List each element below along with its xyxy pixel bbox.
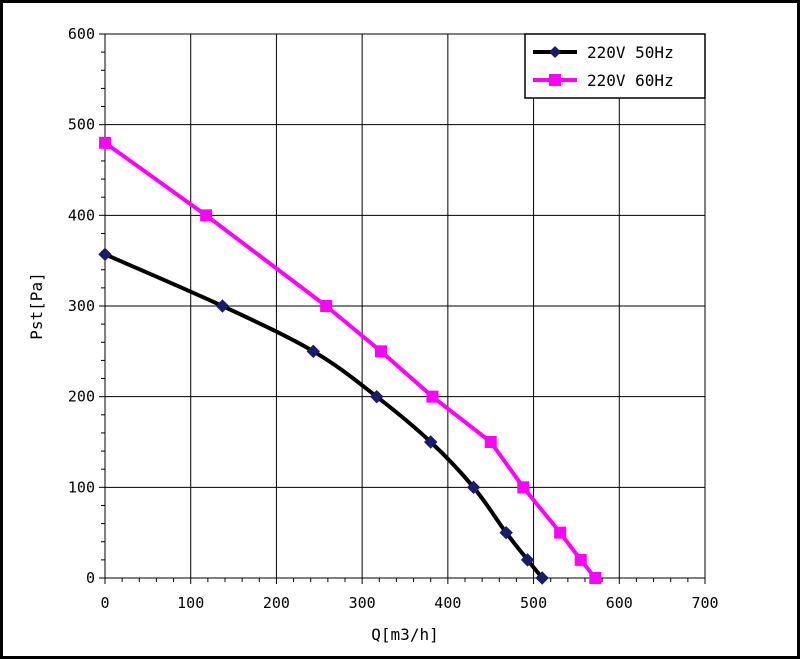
y-axis-title: Pst[Pa]: [27, 272, 46, 339]
data-point-diamond: [499, 525, 513, 540]
data-point-diamond: [370, 389, 384, 404]
x-tick-label: 500: [520, 594, 547, 612]
series-220v-50hz: [98, 247, 549, 585]
legend: 220V 50Hz 220V 60Hz: [524, 33, 706, 99]
legend-label-220v-60hz: 220V 60Hz: [587, 71, 674, 90]
data-point-square: [200, 209, 213, 222]
axis-ticks: 0 100 200 300 400 500 600 0 100 200 300 400 500 600 70…: [68, 25, 719, 612]
data-point-diamond: [424, 435, 438, 449]
legend-label-220v-50hz: 220V 50Hz: [587, 43, 674, 62]
data-point-diamond: [215, 299, 230, 313]
y-tick-label: 300: [68, 297, 95, 315]
data-point-square: [426, 390, 439, 403]
data-point-square: [320, 300, 333, 312]
y-tick-label: 0: [86, 569, 95, 587]
data-point-square: [589, 572, 602, 584]
y-tick-label: 400: [68, 206, 95, 224]
data-point-square: [574, 553, 587, 566]
x-tick-label: 600: [606, 594, 633, 612]
series-220v-60hz: [99, 136, 602, 584]
data-point-diamond: [520, 553, 535, 567]
data-point-square: [554, 526, 567, 539]
y-tick-label: 200: [68, 388, 95, 406]
y-tick-label: 100: [68, 478, 95, 496]
y-tick-label: 500: [68, 116, 95, 134]
legend-marker-diamond: [549, 46, 561, 58]
x-tick-label: 100: [177, 594, 204, 612]
x-tick-label: 0: [100, 594, 109, 612]
y-tick-label: 600: [68, 25, 95, 43]
x-tick-label: 300: [349, 594, 376, 612]
data-point-square: [99, 136, 111, 149]
data-point-diamond: [98, 247, 112, 262]
x-tick-label: 200: [263, 594, 290, 612]
x-tick-label: 400: [434, 594, 461, 612]
series-line: [103, 141, 597, 580]
grid: [104, 33, 706, 579]
series-layer: [98, 136, 602, 585]
data-point-diamond: [535, 571, 549, 585]
data-point-diamond: [306, 344, 320, 359]
x-tick-label: 700: [691, 594, 718, 612]
x-axis-title: Q[m3/h]: [371, 625, 438, 644]
data-point-square: [484, 436, 497, 448]
data-point-square: [517, 481, 530, 494]
legend-box: [524, 33, 706, 99]
data-point-square: [375, 345, 387, 358]
data-point-diamond: [466, 480, 481, 495]
legend-marker-square: [549, 74, 561, 86]
